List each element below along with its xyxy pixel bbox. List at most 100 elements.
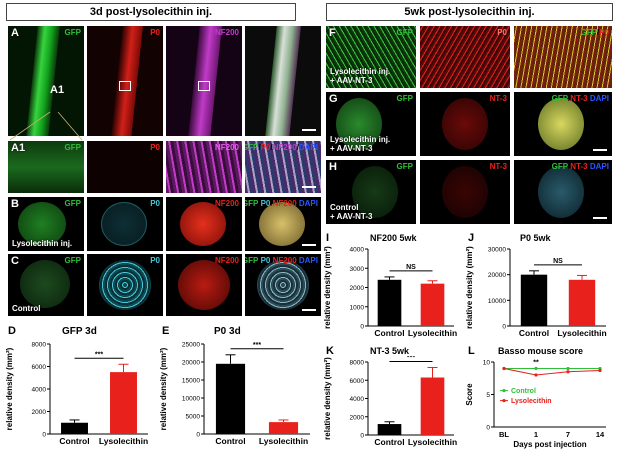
condition-note-line: Lysolecithin inj. <box>330 66 391 76</box>
panel-f-merge: GFP/P0 <box>514 26 612 88</box>
scale-bar <box>302 244 316 246</box>
chart-letter-k: K <box>326 345 334 357</box>
panel-letter-f: F <box>329 27 336 39</box>
merge-channel-labels: GFP/NT-3/DAPI <box>551 162 609 171</box>
merge-channel-labels: GFP/P0/NF200/DAPI <box>245 143 318 152</box>
panel-b-nf200: NF200 <box>166 197 242 251</box>
significance-label: NS <box>406 264 416 271</box>
inset-connector-lines <box>9 111 83 141</box>
condition-note: Control <box>12 303 41 313</box>
condition-note: Control + AAV-NT-3 <box>330 203 372 221</box>
panel-b-merge: GFP/P0/NF200/DAPI <box>245 197 321 251</box>
channel-label: P0 <box>150 28 160 37</box>
merge-label: DAPI <box>589 162 609 171</box>
legend-label: Control <box>511 388 536 395</box>
y-tick-label: 25000 <box>182 342 200 349</box>
y-tick-label: 10000 <box>182 396 200 403</box>
significance-label: *** <box>95 351 103 358</box>
y-tick-label: 8000 <box>350 360 365 367</box>
panel-letter-a: A <box>11 27 19 39</box>
channel-label: NT-3 <box>489 94 507 103</box>
channel-label: NF200 <box>214 28 239 37</box>
y-axis-label: Score <box>465 383 474 406</box>
condition-note: Lysolecithin inj. + AAV-NT-3 <box>330 67 390 85</box>
merge-channel-labels: GFP/P0 <box>580 28 609 37</box>
merge-channel-labels: GFP/P0/NF200/DAPI <box>245 199 318 208</box>
panel-h-gfp: H GFP Control + AAV-NT-3 <box>326 160 416 224</box>
y-tick-label: 4000 <box>350 396 365 403</box>
x-tick-label: Control <box>374 328 404 338</box>
condition-note: Lysolecithin inj. <box>12 238 73 248</box>
chart-title-d: GFP 3d <box>62 326 97 337</box>
data-point <box>502 366 506 371</box>
y-tick-label: 2000 <box>32 409 47 416</box>
significance-label: ** <box>533 360 539 367</box>
x-tick-label: Lysolecithin <box>259 436 308 446</box>
y-axis-label: relative density (mm²) <box>465 246 474 329</box>
chart-letter-e: E <box>162 325 170 337</box>
channel-label: GFP <box>64 256 81 265</box>
panel-letter-c: C <box>11 255 19 267</box>
panel-c-merge: GFP/P0/NF200/DAPI <box>245 254 321 316</box>
right-section-header: 5wk post-lysolecithin inj. <box>326 3 613 21</box>
right-header-text: 5wk post-lysolecithin inj. <box>404 6 535 18</box>
channel-label: NF200 <box>214 256 239 265</box>
panel-a1-gfp: A1 GFP <box>8 141 84 193</box>
x-tick-label: 7 <box>566 430 570 439</box>
x-tick-label: Lysolecithin <box>408 437 457 447</box>
panel-a1-p0: P0 <box>87 141 163 193</box>
panel-letter-g: G <box>329 93 338 105</box>
y-tick-label: 2000 <box>350 285 365 292</box>
chart-title-k: NT-3 5wk <box>370 346 410 356</box>
chart-letter-l: L <box>468 345 475 357</box>
channel-label: NF200 <box>214 143 239 152</box>
channel-label: GFP <box>396 162 413 171</box>
chart-letter-i: I <box>326 232 330 244</box>
y-tick-label: 20000 <box>182 360 200 367</box>
panel-g-nt3: NT-3 <box>420 92 510 156</box>
bar <box>61 422 88 434</box>
y-tick-label: 30000 <box>488 247 506 254</box>
y-tick-label: 0 <box>42 432 46 439</box>
merge-label: P0 <box>260 256 271 265</box>
x-axis-label: Days post injection <box>513 440 586 449</box>
merge-label: P0 <box>599 28 609 37</box>
significance-label: *** <box>407 356 415 361</box>
panel-a1-nf200: NF200 <box>166 141 242 193</box>
chart-e: relative density (mm²) 0 5000 10000 15000 200… <box>159 342 310 446</box>
chart-d: relative density (mm²) 0 2000 4000 6000 8000 C… <box>5 342 148 447</box>
merge-label: GFP <box>551 94 569 103</box>
data-point <box>566 366 570 371</box>
panel-a1-merge: GFP/P0/NF200/DAPI <box>245 141 321 193</box>
data-point <box>534 373 538 377</box>
panel-h-nt3: NT-3 <box>420 160 510 224</box>
scale-bar <box>593 217 607 219</box>
merge-label: GFP <box>580 28 597 37</box>
condition-note-line: + AAV-NT-3 <box>330 211 373 221</box>
bar <box>215 363 246 434</box>
merge-label: GFP <box>245 199 259 208</box>
panel-g-merge: GFP/NT-3/DAPI <box>514 92 612 156</box>
y-tick-label: 0 <box>196 432 200 439</box>
chart-l: Score 0 5 10 BL 1 7 14 Days post injection Contro… <box>465 360 606 449</box>
y-tick-label: 10 <box>483 360 491 367</box>
y-tick-label: 2000 <box>350 414 365 421</box>
merge-label: P0 <box>260 199 271 208</box>
y-tick-label: 8000 <box>32 342 47 349</box>
panel-letter-h: H <box>329 161 337 173</box>
scale-bar <box>593 149 607 151</box>
condition-note: Lysolecithin inj. + AAV-NT-3 <box>330 135 390 153</box>
channel-label: P0 <box>150 256 160 265</box>
bar <box>568 279 596 326</box>
panel-letter-a1: A1 <box>11 142 26 154</box>
y-tick-label: 10000 <box>488 298 506 305</box>
channel-label: P0 <box>150 143 160 152</box>
x-tick-label: Control <box>374 437 404 447</box>
channel-label: NT-3 <box>489 162 507 171</box>
y-tick-label: 4000 <box>350 247 365 254</box>
x-tick-label: Lysolecithin <box>408 328 457 338</box>
inset-label-a1: A1 <box>50 84 65 96</box>
bar <box>520 274 548 326</box>
chart-k: relative density (mm²) 0 2000 4000 6000 8000 C… <box>323 356 457 447</box>
scale-bar <box>302 309 316 311</box>
